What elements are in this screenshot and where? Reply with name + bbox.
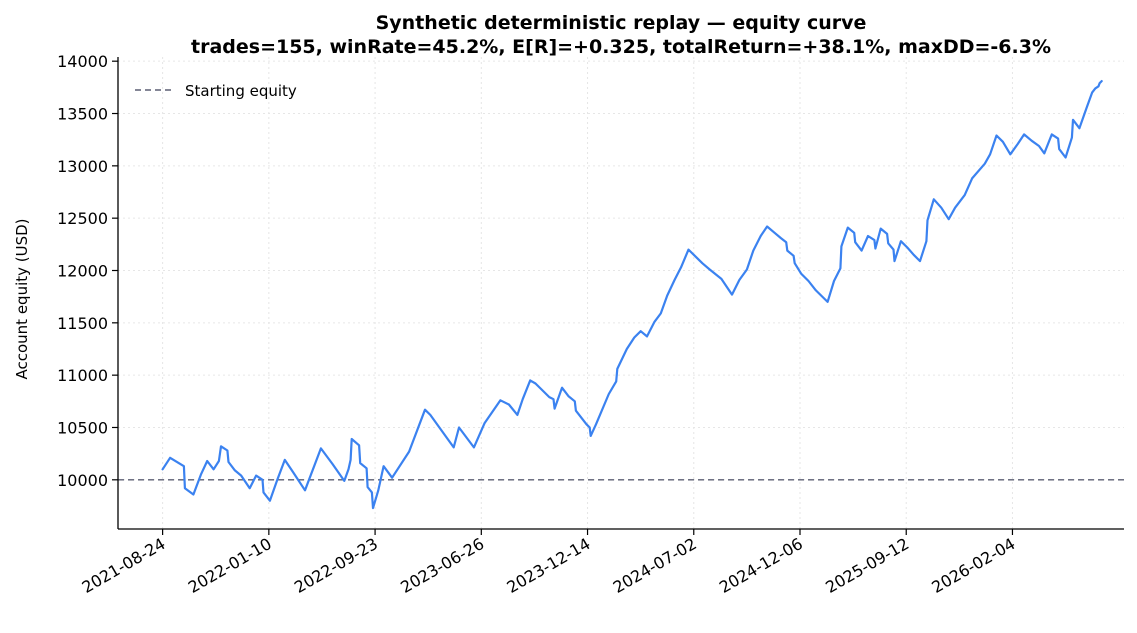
y-tick-label: 12000 — [57, 261, 108, 280]
gridlines — [118, 57, 1124, 529]
y-tick-label: 10000 — [57, 471, 108, 490]
chart-title: Synthetic deterministic replay — equity … — [376, 12, 867, 34]
y-tick-label: 11000 — [57, 366, 108, 385]
y-ticks: 10000 10500 11000 11500 12000 12500 13000 13500… — [57, 52, 118, 490]
y-tick-label: 12500 — [57, 209, 108, 228]
legend-label-starting-equity: Starting equity — [185, 82, 297, 100]
y-tick-label: 13000 — [57, 157, 108, 176]
y-tick-label: 13500 — [57, 105, 108, 124]
y-tick-label: 10500 — [57, 418, 108, 437]
axes — [117, 57, 1124, 530]
y-tick-label: 11500 — [57, 314, 108, 333]
legend: Starting equity — [135, 82, 297, 100]
y-axis-label: Account equity (USD) — [13, 218, 31, 379]
chart-subtitle: trades=155, winRate=45.2%, E[R]=+0.325, … — [191, 36, 1051, 58]
equity-series-layer — [161, 80, 1103, 510]
equity-curve-line — [161, 80, 1103, 510]
y-tick-label: 14000 — [57, 52, 108, 71]
